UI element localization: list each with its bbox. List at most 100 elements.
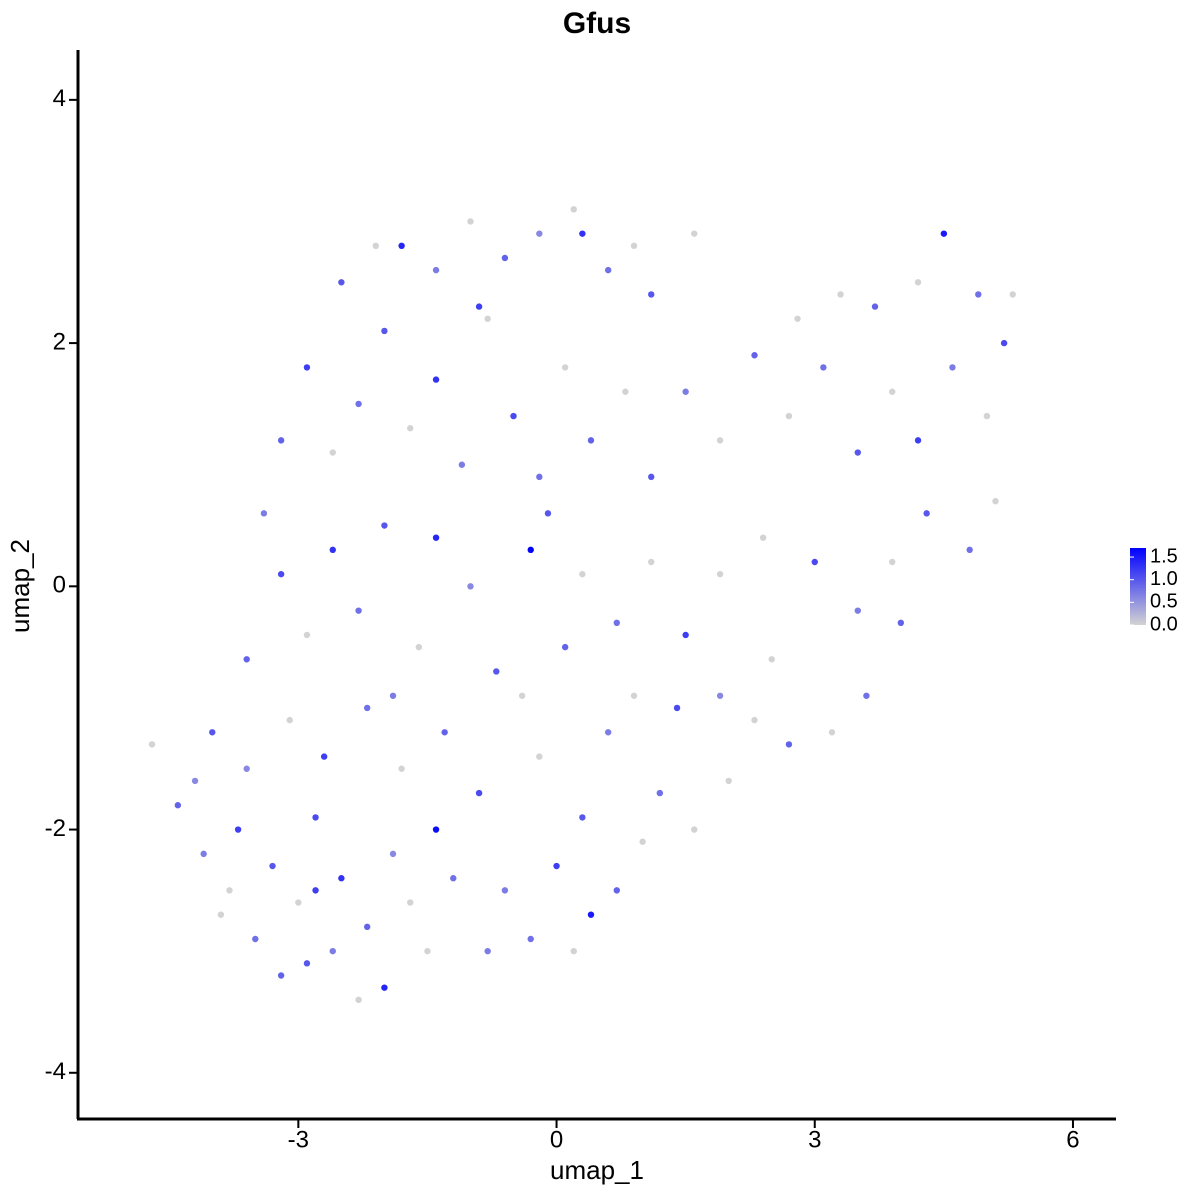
point xyxy=(553,862,560,870)
point xyxy=(914,437,922,444)
point xyxy=(398,765,405,772)
point xyxy=(148,741,156,748)
point xyxy=(570,206,577,213)
point xyxy=(467,218,474,225)
point xyxy=(441,729,448,736)
point xyxy=(277,437,285,444)
point xyxy=(630,242,638,250)
point xyxy=(751,716,758,724)
point xyxy=(320,753,328,760)
point xyxy=(820,364,827,371)
point xyxy=(252,935,259,943)
point xyxy=(432,534,440,541)
x-tick-label: 0 xyxy=(550,1126,563,1153)
point xyxy=(277,972,285,979)
chart-title: Gfus xyxy=(563,7,631,40)
point xyxy=(329,546,336,554)
point xyxy=(381,522,388,529)
point xyxy=(923,510,930,517)
point xyxy=(673,704,681,712)
point xyxy=(966,546,973,554)
point xyxy=(484,315,491,322)
point xyxy=(518,692,526,699)
point xyxy=(630,692,638,699)
point xyxy=(604,729,612,736)
point xyxy=(871,303,879,310)
x-tick-label: 3 xyxy=(808,1126,821,1153)
point xyxy=(286,716,293,724)
point xyxy=(751,352,758,359)
point xyxy=(613,887,620,894)
point xyxy=(759,534,767,541)
point xyxy=(501,254,509,262)
point xyxy=(363,704,371,712)
point xyxy=(329,449,336,456)
point xyxy=(604,266,612,274)
y-tick-label: -4 xyxy=(45,1058,66,1085)
point xyxy=(682,388,689,395)
point xyxy=(725,777,732,785)
point xyxy=(303,960,311,967)
point xyxy=(243,656,250,663)
point xyxy=(639,838,646,845)
point xyxy=(329,947,336,955)
point xyxy=(475,303,483,310)
point xyxy=(914,279,922,286)
colorbar-label: 1.0 xyxy=(1150,568,1178,590)
point xyxy=(579,570,586,578)
point xyxy=(854,449,861,456)
y-tick-label: 0 xyxy=(53,572,66,599)
point xyxy=(303,631,311,639)
point xyxy=(648,558,655,566)
point xyxy=(854,607,861,614)
point xyxy=(587,437,595,444)
y-tick-label: -2 xyxy=(45,815,66,842)
point xyxy=(398,242,405,250)
point xyxy=(363,923,371,931)
point xyxy=(536,753,543,760)
point xyxy=(648,473,655,481)
point xyxy=(338,279,345,286)
point xyxy=(174,802,182,809)
point xyxy=(527,546,534,554)
point xyxy=(768,656,775,663)
point xyxy=(648,291,655,298)
point xyxy=(510,412,517,420)
point xyxy=(355,400,362,408)
point xyxy=(475,789,483,797)
x-tick-label: 6 xyxy=(1066,1126,1079,1153)
point xyxy=(682,631,689,639)
point xyxy=(217,911,225,918)
y-axis-title: umap_2 xyxy=(5,539,35,633)
colorbar-label: 0.0 xyxy=(1150,613,1178,635)
point xyxy=(1000,339,1008,347)
point xyxy=(579,814,586,821)
point xyxy=(501,887,509,894)
point xyxy=(1009,291,1016,298)
point xyxy=(716,692,724,699)
point xyxy=(467,583,474,590)
point xyxy=(785,741,793,748)
point xyxy=(570,947,577,955)
point xyxy=(561,643,569,651)
point xyxy=(561,364,569,371)
point xyxy=(243,765,250,772)
point xyxy=(415,643,423,651)
y-tick-label: 4 xyxy=(53,85,66,112)
point xyxy=(975,291,982,298)
point xyxy=(587,911,595,918)
point xyxy=(381,327,388,335)
point xyxy=(484,947,491,955)
point xyxy=(200,850,207,858)
point xyxy=(544,510,552,517)
point xyxy=(794,315,801,322)
point xyxy=(716,570,724,578)
point xyxy=(536,473,543,481)
point xyxy=(389,692,397,699)
point xyxy=(527,935,534,943)
points xyxy=(148,206,1016,1004)
point xyxy=(432,826,440,833)
point xyxy=(209,729,216,736)
point xyxy=(458,461,466,468)
